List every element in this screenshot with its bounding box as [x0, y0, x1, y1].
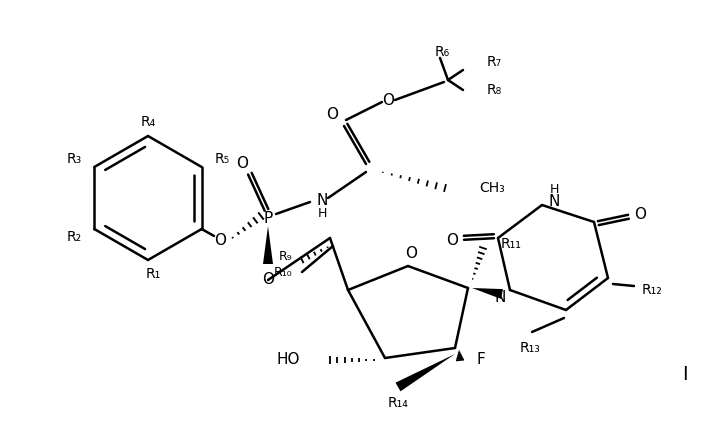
Text: R₆: R₆ [434, 45, 449, 59]
Text: N: N [494, 291, 505, 306]
Text: R₁₁: R₁₁ [501, 237, 522, 251]
Text: O: O [634, 207, 646, 221]
Text: R₅: R₅ [214, 152, 229, 166]
Text: O: O [326, 107, 338, 122]
Text: CH₃: CH₃ [479, 181, 505, 195]
Text: F: F [476, 352, 485, 368]
Text: N: N [549, 193, 560, 209]
Polygon shape [263, 226, 273, 264]
Text: R₈: R₈ [486, 83, 502, 97]
Text: R₁₄: R₁₄ [388, 396, 409, 410]
Text: R₁: R₁ [145, 267, 161, 281]
Text: O: O [262, 272, 274, 287]
Text: HO: HO [276, 352, 300, 368]
Text: P: P [264, 210, 273, 226]
Text: R₇: R₇ [486, 55, 502, 69]
Text: R₉: R₉ [279, 249, 292, 263]
Text: R₂: R₂ [67, 230, 82, 244]
Text: O: O [405, 246, 417, 261]
Text: O: O [382, 93, 394, 108]
Text: O: O [214, 232, 226, 247]
Text: R₄: R₄ [141, 115, 156, 129]
Text: H: H [549, 182, 559, 196]
Text: O: O [236, 156, 248, 172]
Text: R₁₀: R₁₀ [274, 266, 292, 278]
Text: R₁₂: R₁₂ [642, 283, 663, 297]
Text: I: I [682, 366, 688, 385]
Text: O: O [446, 232, 458, 247]
Text: H: H [317, 207, 327, 219]
Text: N: N [317, 193, 327, 207]
Text: R₃: R₃ [67, 152, 82, 166]
Polygon shape [396, 354, 455, 391]
Polygon shape [472, 288, 503, 299]
Text: R₁₃: R₁₃ [520, 341, 541, 355]
